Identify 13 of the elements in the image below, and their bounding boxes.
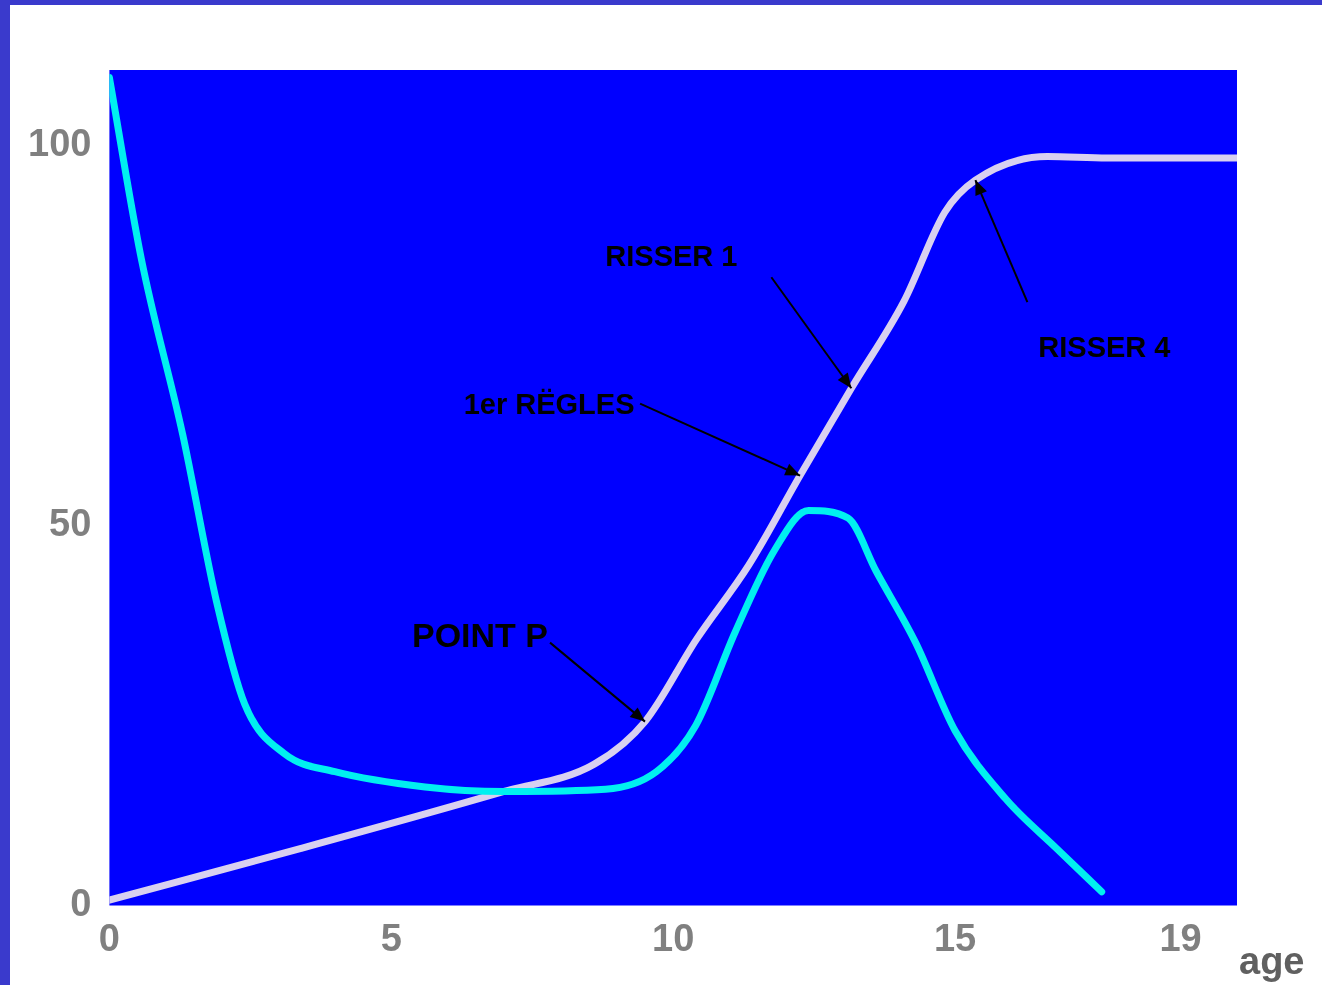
annotation: 1er RËGLES: [463, 387, 635, 420]
x-tick-label: 15: [933, 916, 977, 959]
x-tick-label: 10: [652, 916, 695, 959]
annotation: RISSER 1: [605, 240, 738, 273]
annotation: RISSER 4: [1038, 331, 1171, 364]
y-tick-label: 0: [70, 881, 92, 924]
y-tick-label: 50: [49, 502, 92, 545]
y-tick-label: 100: [28, 122, 92, 165]
x-tick-label: 0: [98, 916, 120, 959]
x-axis-title: age: [1239, 939, 1305, 982]
x-tick-label: 19: [1159, 916, 1202, 959]
x-tick-label: 5: [380, 916, 402, 959]
annotation: POINT P: [412, 615, 549, 654]
